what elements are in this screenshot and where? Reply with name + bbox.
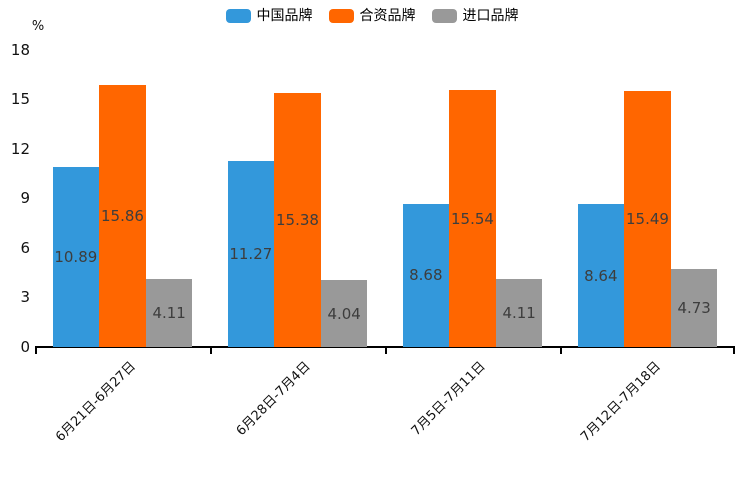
bar-合资品牌-7月5日-7月11日 bbox=[449, 90, 496, 347]
y-axis-tick-label: 15 bbox=[10, 90, 30, 109]
legend-item: 中国品牌 bbox=[225, 8, 313, 24]
bar-value-label: 11.27 bbox=[229, 244, 273, 263]
bar-中国品牌-7月12日-7月18日 bbox=[577, 204, 625, 347]
bar-value-label: 4.04 bbox=[327, 304, 361, 323]
legend: 中国品牌 合资品牌 进口品牌 bbox=[0, 8, 744, 24]
bar-进口品牌-7月12日-7月18日 bbox=[670, 268, 718, 347]
x-axis-category-label: 7月5日-7月11日 bbox=[409, 359, 490, 439]
bar-合资品牌-7月12日-7月18日 bbox=[624, 90, 671, 347]
x-axis-tick bbox=[560, 347, 562, 354]
x-axis-category-label: 6月28日-7月4日 bbox=[234, 359, 315, 439]
y-axis-unit-label: % bbox=[31, 19, 45, 34]
bar-value-label: 8.64 bbox=[584, 266, 618, 285]
x-axis-tick bbox=[733, 347, 735, 354]
legend-item: 进口品牌 bbox=[431, 8, 519, 24]
bar-value-label: 15.49 bbox=[626, 209, 669, 228]
y-axis-tick-label: 18 bbox=[10, 40, 30, 59]
bar-value-label: 15.54 bbox=[451, 209, 494, 228]
x-axis-category-label: 7月12日-7月18日 bbox=[578, 359, 665, 445]
legend-swatch bbox=[328, 9, 354, 23]
legend-swatch bbox=[431, 9, 457, 23]
y-axis-tick-label: 0 bbox=[20, 338, 30, 356]
y-axis-tick-label: 12 bbox=[10, 139, 30, 158]
y-axis-tick-label: 6 bbox=[20, 238, 30, 257]
y-axis-tick-label: 3 bbox=[20, 288, 30, 307]
bar-中国品牌-7月5日-7月11日 bbox=[402, 203, 450, 347]
bar-进口品牌-6月21日-6月27日 bbox=[145, 279, 193, 347]
bar-value-label: 15.86 bbox=[101, 206, 144, 225]
bar-进口品牌-7月5日-7月11日 bbox=[495, 279, 543, 347]
bar-value-label: 8.68 bbox=[409, 266, 443, 285]
x-axis-category-label: 6月21日-6月27日 bbox=[53, 359, 140, 445]
bar-合资品牌-6月21日-6月27日 bbox=[99, 84, 146, 347]
bar-value-label: 10.89 bbox=[54, 248, 98, 266]
legend-label: 进口品牌 bbox=[462, 8, 519, 24]
legend-label: 合资品牌 bbox=[359, 8, 416, 24]
y-axis-tick-label: 9 bbox=[20, 189, 30, 208]
bar-进口品牌-6月28日-7月4日 bbox=[320, 280, 368, 347]
bar-value-label: 4.11 bbox=[502, 304, 536, 323]
bar-value-label: 4.73 bbox=[677, 298, 711, 317]
legend-swatch bbox=[225, 9, 251, 23]
bar-value-label: 15.38 bbox=[276, 210, 319, 229]
x-axis-tick bbox=[35, 347, 37, 354]
legend-item: 合资品牌 bbox=[328, 8, 416, 24]
bar-value-label: 4.11 bbox=[152, 304, 186, 323]
bar-合资品牌-6月28日-7月4日 bbox=[274, 92, 321, 347]
bar-中国品牌-6月28日-7月4日 bbox=[227, 160, 275, 347]
legend-label: 中国品牌 bbox=[256, 8, 313, 24]
x-axis-tick bbox=[210, 347, 212, 354]
bar-中国品牌-6月21日-6月27日 bbox=[52, 167, 100, 347]
x-axis-tick bbox=[385, 347, 387, 354]
